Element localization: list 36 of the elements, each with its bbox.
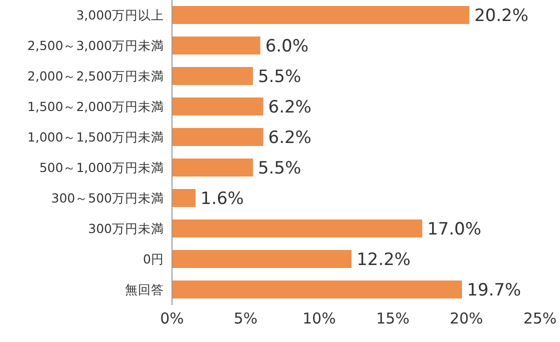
bar xyxy=(172,250,352,268)
bar xyxy=(172,158,253,176)
data-label: 12.2% xyxy=(356,250,411,270)
y-tick-label: 1,000～1,500万円未満 xyxy=(27,130,164,145)
y-tick-label: 0円 xyxy=(143,252,164,267)
y-tick-label: 300～500万円未満 xyxy=(51,190,164,206)
y-tick-label: 1,500～2,000万円未満 xyxy=(27,99,164,114)
bar xyxy=(172,67,253,85)
x-tick-label: 5% xyxy=(234,310,258,328)
bar xyxy=(172,220,422,238)
x-tick-label: 0% xyxy=(160,310,184,328)
data-label: 17.0% xyxy=(427,220,482,240)
bar xyxy=(172,36,260,54)
y-tick-label: 無回答 xyxy=(125,282,164,298)
data-label: 6.2% xyxy=(268,128,312,148)
y-tick-label: 500～1,000万円未満 xyxy=(39,160,164,176)
x-tick-label: 10% xyxy=(302,310,336,328)
bar xyxy=(172,6,470,24)
x-tick-label: 25% xyxy=(523,310,557,328)
bar xyxy=(172,98,264,116)
x-tick-label: 20% xyxy=(450,310,484,328)
y-tick-label: 2,500～3,000万円未満 xyxy=(27,38,164,54)
y-tick-label: 2,000～2,500万円未満 xyxy=(27,68,164,84)
data-label: 19.7% xyxy=(466,280,521,301)
y-tick-label: 3,000万円以上 xyxy=(76,8,164,23)
bar xyxy=(172,128,264,146)
bar xyxy=(172,280,462,298)
data-label: 5.5% xyxy=(258,67,302,88)
data-label: 6.2% xyxy=(268,98,312,118)
data-label: 6.0% xyxy=(265,36,309,57)
y-tick-label: 300万円未満 xyxy=(88,221,164,236)
bar xyxy=(172,189,196,207)
data-label: 5.5% xyxy=(258,158,302,179)
data-label: 1.6% xyxy=(200,189,244,210)
x-tick-label: 15% xyxy=(376,310,410,328)
data-label: 20.2% xyxy=(474,6,528,26)
